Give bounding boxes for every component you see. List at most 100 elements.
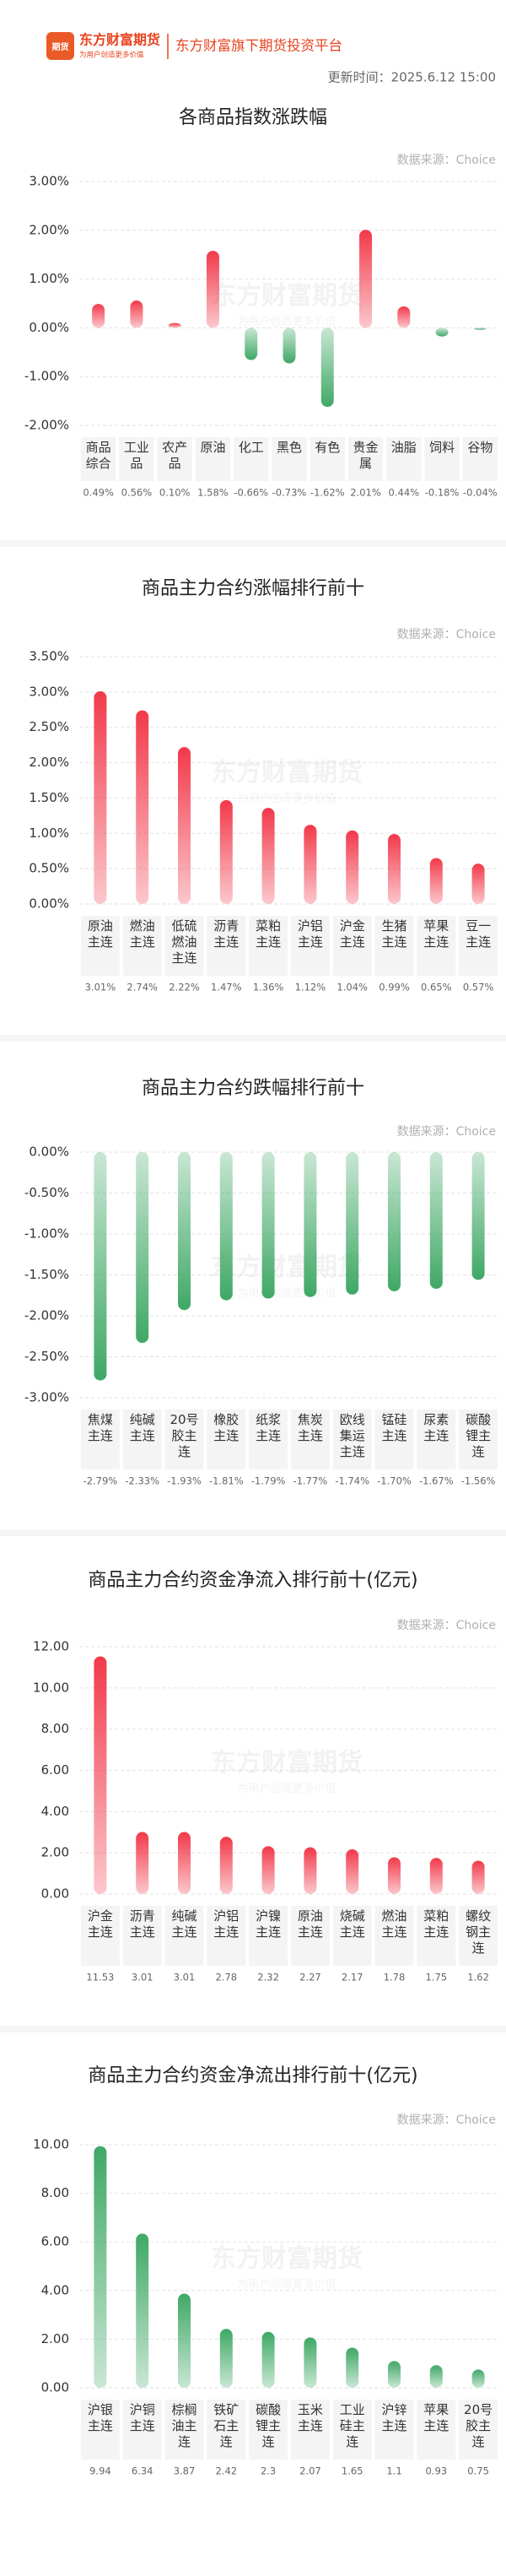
x-tick-label: 饲料 [429,440,455,455]
value-label: 11.53 [86,1972,114,1983]
y-tick-label: 3.50% [29,649,69,664]
category-cell [207,1410,246,1469]
value-label: 3.01 [132,1972,153,1983]
value-label: -0.73% [272,487,307,499]
bar [388,1857,401,1894]
value-label: 3.01% [85,982,116,993]
x-tick-label: 沪锌主连 [381,2402,406,2433]
x-tick-label: 油脂 [391,440,417,455]
x-tick-label: 焦煤主连 [88,1412,113,1443]
category-cell [291,1906,330,1966]
bar [346,830,359,904]
x-tick-label: 原油 [200,440,225,455]
watermark-slogan: 为用户创造更多价值 [237,315,336,328]
x-tick-label: 低硫燃油主连 [171,918,196,966]
update-time: 更新时间：2025.6.12 15:00 [328,70,496,85]
x-tick-label: 20号胶主连 [170,1412,198,1459]
value-label: -1.74% [335,1475,369,1487]
x-tick-label: 玉米主连 [298,2402,323,2433]
bar [304,1847,317,1894]
category-cell [459,1906,498,1966]
category-cell [207,916,246,976]
y-tick-label: 0.00% [29,320,69,335]
x-tick-label: 螺纹钢主连 [466,1908,491,1956]
y-tick-label: -1.50% [24,1267,69,1282]
value-label: -1.62% [310,487,345,499]
y-tick-label: -1.00% [24,369,69,384]
category-cell [459,916,498,976]
value-label: 2.74% [126,982,158,993]
bar [283,327,296,364]
category-cell [424,437,460,481]
value-label: 2.32 [257,1972,279,1983]
category-cell [462,437,498,481]
x-tick-label: 沪金主连 [88,1908,113,1940]
value-label: 2.22% [169,982,200,993]
x-tick-label: 黑色 [277,440,302,455]
value-label: -0.04% [463,487,498,499]
category-cell [310,437,345,481]
category-cell [347,437,384,481]
value-label: 2.3 [261,2465,276,2477]
category-cell [164,916,204,976]
y-tick-label: 2.00 [41,1845,69,1860]
bar [471,2369,485,2388]
value-label: -1.67% [419,1475,454,1487]
x-tick-label: 沪铝主连 [298,918,323,950]
value-label: 0.75 [467,2465,489,2477]
bar [388,2361,401,2388]
bar [219,2329,233,2388]
data-source: 数据来源：Choice [397,2113,496,2127]
bar [429,858,443,904]
value-label: 0.56% [121,487,153,499]
bar [359,230,373,328]
category-cell [164,2400,204,2460]
bar [168,322,181,328]
category-cell [122,916,162,976]
x-tick-label: 20号胶主连 [464,2402,493,2449]
y-tick-label: 8.00 [41,2185,69,2200]
value-label: 0.44% [389,487,420,499]
x-tick-label: 沪银主连 [88,2402,113,2433]
y-tick-label: -1.00% [24,1226,69,1242]
value-label: 2.78 [215,1972,237,1983]
value-label: 1.04% [336,982,368,993]
y-tick-label: 1.00% [29,825,69,841]
chart-title: 商品主力合约涨幅排行前十 [142,578,364,599]
x-tick-label: 沥青主连 [130,1908,155,1940]
value-label: -1.81% [209,1475,244,1487]
bar [261,1152,275,1299]
bar [429,1858,443,1894]
x-tick-label: 化工 [239,440,264,455]
bar [435,327,449,337]
watermark: 东方财富期货 [211,2244,363,2274]
bar [304,1152,317,1297]
bar [304,2337,317,2388]
x-tick-label: 菜粕主连 [256,918,281,950]
bar [471,863,485,904]
value-label: 9.94 [89,2465,111,2477]
y-tick-label: 2.00 [41,2331,69,2346]
value-label: -2.79% [83,1475,118,1487]
y-tick-label: 2.00% [29,755,69,770]
bar [92,304,105,328]
bar [261,2331,275,2388]
x-tick-label: 沥青主连 [213,918,239,950]
chart-title: 商品主力合约资金净流入排行前十(亿元) [88,1570,417,1591]
value-label: 0.57% [463,982,494,993]
y-tick-label: 1.00% [29,271,69,286]
bar [429,1152,443,1289]
value-label: -1.77% [293,1475,328,1487]
category-cell [417,1906,456,1966]
logo-name: 东方财富期货 [79,32,160,48]
bar [429,2365,443,2388]
category-cell [417,1410,456,1469]
data-source: 数据来源：Choice [397,154,496,167]
x-tick-label: 生猪主连 [381,918,406,950]
category-cell [81,1906,120,1966]
bar [261,1846,275,1894]
value-label: 3.01 [174,1972,196,1983]
value-label: 0.65% [421,982,452,993]
y-tick-label: 10.00 [33,1680,69,1695]
